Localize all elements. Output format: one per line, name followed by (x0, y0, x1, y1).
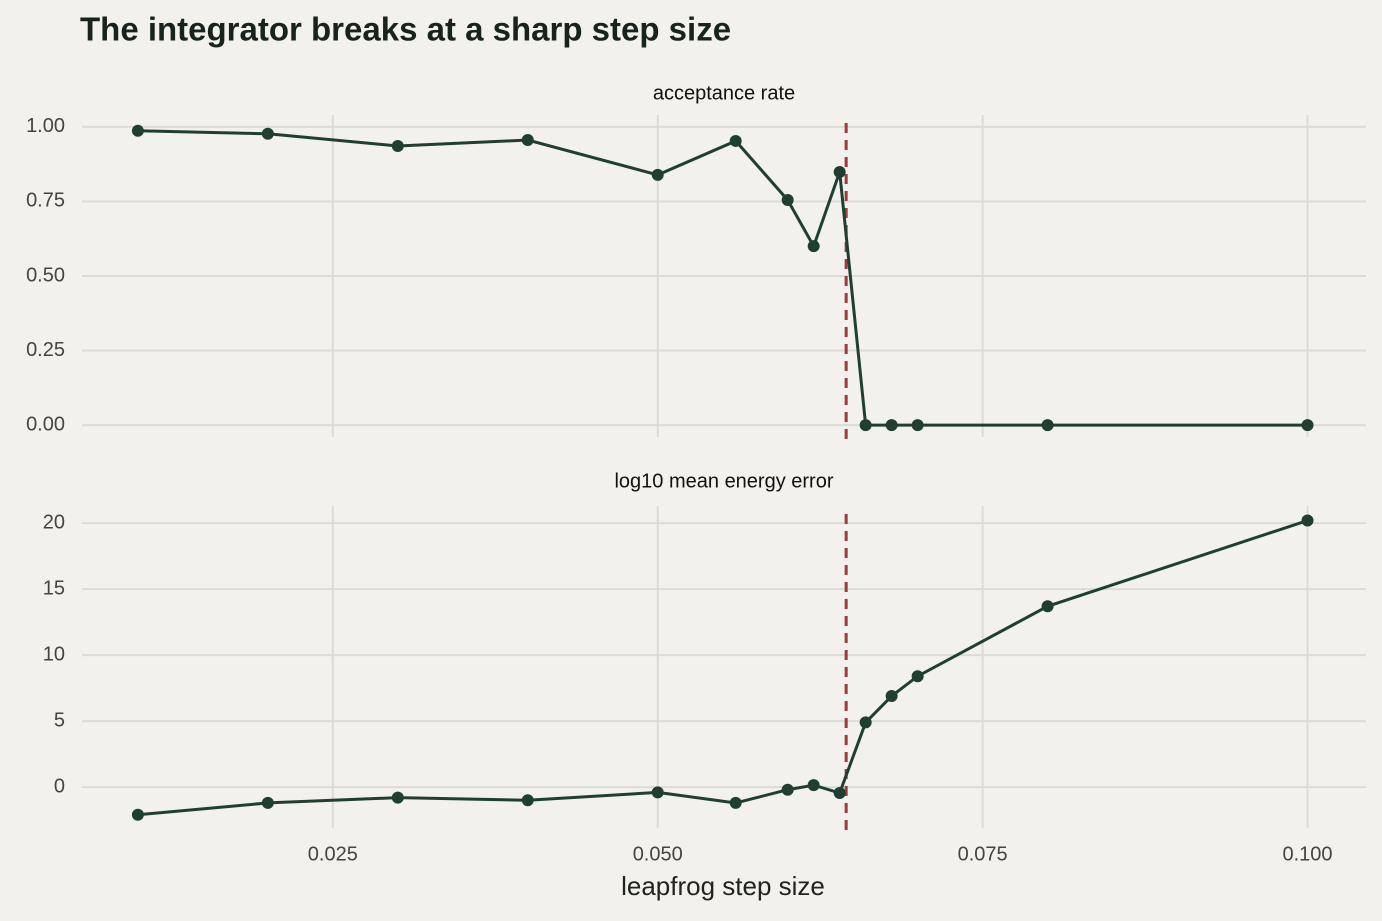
data-point (391, 140, 404, 153)
y-tick-label: 0.50 (26, 264, 65, 286)
data-point (911, 419, 924, 432)
x-tick-label: 0.025 (308, 843, 358, 865)
chart-title: The integrator breaks at a sharp step si… (80, 11, 731, 48)
data-point (729, 796, 742, 809)
data-point (885, 690, 898, 703)
data-point (833, 787, 846, 800)
data-point (781, 783, 794, 796)
data-point (1301, 419, 1314, 432)
x-tick-label: 0.075 (958, 843, 1008, 865)
x-tick-label: 0.050 (633, 843, 683, 865)
y-tick-label: 5 (54, 709, 65, 731)
data-point (833, 165, 846, 178)
data-point (729, 134, 742, 147)
data-point (807, 240, 820, 253)
panel-title: log10 mean energy error (614, 470, 833, 492)
data-point (859, 419, 872, 432)
y-tick-label: 15 (43, 577, 65, 599)
data-point (1041, 419, 1054, 432)
panel-title: acceptance rate (653, 82, 795, 104)
y-tick-label: 0.75 (26, 190, 65, 212)
data-point (911, 670, 924, 683)
data-point (521, 134, 534, 147)
data-point (1041, 600, 1054, 613)
data-point (1301, 514, 1314, 527)
data-point (521, 794, 534, 807)
data-point (885, 419, 898, 432)
data-point (651, 786, 664, 799)
y-tick-label: 20 (43, 511, 65, 533)
y-tick-label: 0 (54, 775, 65, 797)
data-point (131, 124, 144, 137)
x-axis-label: leapfrog step size (621, 871, 825, 901)
data-point (781, 193, 794, 206)
y-tick-label: 1.00 (26, 115, 65, 137)
data-point (859, 716, 872, 729)
y-tick-label: 10 (43, 643, 65, 665)
data-point (651, 168, 664, 181)
data-point (131, 808, 144, 821)
y-tick-label: 0.25 (26, 339, 65, 361)
data-point (261, 127, 274, 140)
data-point (807, 779, 820, 792)
data-point (391, 791, 404, 804)
x-tick-label: 0.100 (1282, 843, 1332, 865)
y-tick-label: 0.00 (26, 413, 65, 435)
data-point (261, 796, 274, 809)
